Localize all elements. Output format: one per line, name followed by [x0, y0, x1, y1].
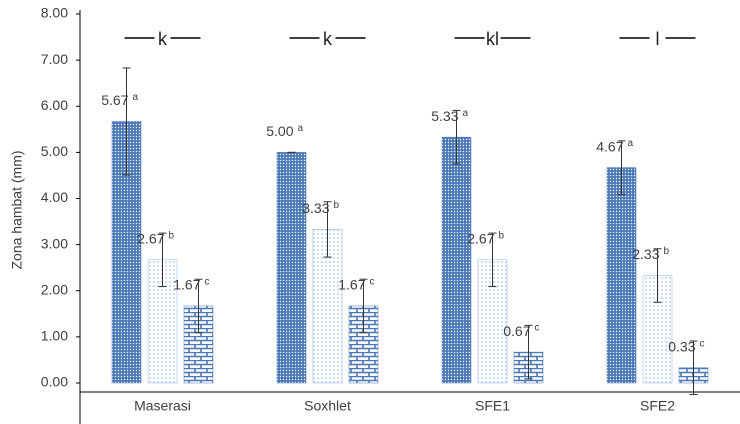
- y-tick-label: 0.00: [41, 374, 68, 390]
- y-tick-label: 4.00: [41, 189, 68, 205]
- group-letter: k: [158, 29, 168, 49]
- value-label: 4.67: [596, 138, 623, 154]
- sig-letter: a: [298, 123, 304, 134]
- value-label: 1.67: [338, 277, 365, 293]
- y-tick-label: 8.00: [41, 5, 68, 21]
- error-bar: [323, 201, 332, 258]
- bar: [441, 136, 472, 384]
- x-tick-label: Maserasi: [134, 398, 191, 414]
- value-label: 0.33: [668, 338, 695, 354]
- value-label: 5.00: [266, 123, 293, 139]
- y-tick-label: 7.00: [41, 51, 68, 67]
- value-label: 2.33: [632, 246, 659, 262]
- error-bar: [359, 278, 368, 334]
- error-bar: [689, 340, 698, 396]
- value-label: 2.67: [467, 231, 494, 247]
- bar: [276, 152, 307, 384]
- x-tick-label: SFE1: [475, 398, 510, 414]
- y-tick-label: 6.00: [41, 97, 68, 113]
- value-label: 5.67: [101, 92, 128, 108]
- sig-letter: c: [370, 277, 375, 288]
- sig-letter: c: [700, 338, 705, 349]
- sig-letter: a: [628, 138, 634, 149]
- x-tick-label: SFE2: [640, 398, 675, 414]
- error-bar: [452, 109, 461, 165]
- bar: [606, 167, 637, 384]
- group-letter: l: [656, 29, 660, 49]
- sig-letter: b: [334, 200, 340, 211]
- y-tick-label: 3.00: [41, 235, 68, 251]
- group-letter: k: [323, 29, 333, 49]
- error-bar: [617, 140, 626, 195]
- sig-letter: c: [535, 323, 540, 334]
- value-label: 2.67: [137, 231, 164, 247]
- value-label: 0.67: [503, 323, 530, 339]
- sig-letter: b: [664, 246, 670, 257]
- error-bar: [653, 248, 662, 303]
- sig-letter: c: [205, 277, 210, 288]
- y-tick-label: 1.00: [41, 328, 68, 344]
- group-letter: kl: [486, 29, 499, 49]
- sig-letter: b: [169, 230, 175, 241]
- error-bar: [122, 67, 131, 176]
- value-label: 3.33: [302, 200, 329, 216]
- sig-letter: b: [499, 230, 505, 241]
- x-tick-label: Soxhlet: [304, 398, 351, 414]
- y-tick-label: 5.00: [41, 143, 68, 159]
- value-label: 1.67: [173, 277, 200, 293]
- sig-letter: a: [133, 92, 139, 103]
- value-label: 5.33: [431, 108, 458, 124]
- error-bar: [158, 232, 167, 288]
- error-bar: [524, 324, 533, 380]
- error-bar: [488, 232, 497, 288]
- y-axis-title: Zona hambat (mm): [9, 150, 25, 269]
- sig-letter: a: [463, 108, 469, 119]
- y-tick-label: 2.00: [41, 281, 68, 297]
- error-bar: [194, 278, 203, 334]
